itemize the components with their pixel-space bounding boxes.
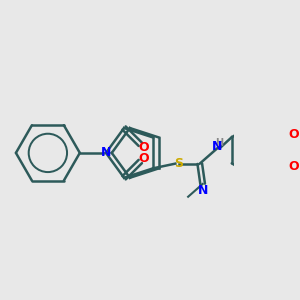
Text: H: H xyxy=(215,138,223,148)
Text: O: O xyxy=(288,128,298,141)
Text: S: S xyxy=(174,157,183,170)
Text: O: O xyxy=(288,160,298,173)
Text: N: N xyxy=(101,146,111,159)
Text: N: N xyxy=(197,184,208,197)
Text: N: N xyxy=(212,140,222,153)
Text: O: O xyxy=(138,152,148,165)
Text: O: O xyxy=(138,141,148,154)
